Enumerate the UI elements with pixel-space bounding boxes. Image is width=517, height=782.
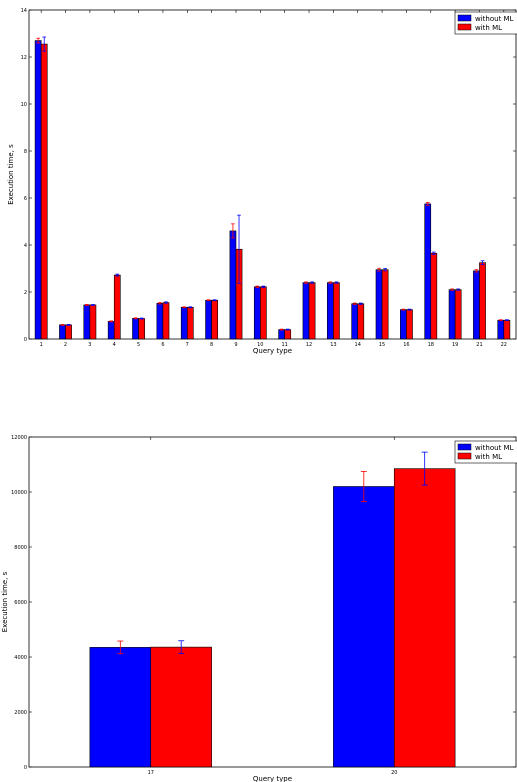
bar-with-ml-6 (162, 302, 170, 340)
bar-without-ml-11 (278, 329, 285, 340)
bar-without-ml-8 (205, 299, 212, 340)
y-tick-label: 6000 (14, 600, 27, 606)
bar-with-ml-11 (284, 329, 292, 340)
x-tick-label: 11 (281, 342, 287, 348)
bar-without-ml-21 (473, 270, 480, 340)
bar-without-ml-6 (156, 302, 164, 340)
x-tick-label: 8 (210, 342, 213, 348)
x-tick-label: 17 (148, 770, 154, 776)
x-tick-label: 2 (64, 342, 67, 348)
legend-swatch-with-ml (457, 452, 472, 460)
bar-without-ml-10 (253, 286, 261, 340)
bar-with-ml-22 (503, 319, 511, 340)
bar-without-ml-5 (132, 318, 139, 340)
bar-without-ml-15 (375, 269, 383, 340)
x-tick-label: 13 (330, 342, 336, 348)
bar-with-ml-10 (260, 286, 267, 340)
legend-swatch-without-ml (457, 14, 472, 22)
bar-without-ml-3 (83, 304, 91, 340)
y-tick-label: 10 (21, 102, 27, 108)
legend-label-with-ml: with ML (475, 24, 502, 32)
bar-with-ml-2 (65, 324, 72, 340)
y-tick-label: 0 (24, 765, 27, 771)
x-tick-label: 14 (355, 342, 361, 348)
bar-without-ml-7 (180, 306, 188, 340)
bar-without-ml-18 (424, 203, 432, 340)
bar-without-ml-19 (448, 289, 456, 340)
bar-with-ml-17 (150, 646, 212, 768)
bar-with-ml-8 (211, 299, 219, 340)
y-tick-label: 2000 (14, 710, 27, 716)
bar-without-ml-17 (89, 647, 152, 768)
y-tick-label: 10000 (11, 490, 27, 496)
bar-with-ml-20 (393, 468, 456, 768)
bar-with-ml-21 (479, 262, 486, 340)
bar-without-ml-13 (326, 282, 334, 340)
y-tick-label: 8000 (14, 545, 27, 551)
y-tick-label: 12000 (11, 435, 27, 441)
bar-with-ml-4 (113, 274, 121, 340)
x-tick-label: 12 (306, 342, 312, 348)
x-axis-label: Query type (253, 775, 292, 782)
x-tick-label: 1 (40, 342, 43, 348)
y-axis-label: Execution time, s (7, 144, 15, 205)
y-axis-label: Execution time, s (1, 571, 9, 632)
bar-with-ml-7 (186, 306, 194, 340)
bar-with-ml-14 (357, 303, 365, 340)
bar-without-ml-20 (333, 486, 395, 768)
bar-with-ml-12 (308, 282, 316, 340)
bar-without-ml-1 (34, 40, 42, 340)
x-tick-label: 15 (379, 342, 385, 348)
y-tick-label: 4 (24, 243, 27, 249)
bar-with-ml-16 (406, 309, 413, 340)
bar-without-ml-14 (351, 303, 359, 340)
bar-without-ml-16 (400, 309, 407, 340)
x-tick-label: 21 (476, 342, 482, 348)
legend-swatch-without-ml (457, 443, 472, 451)
x-tick-label: 19 (452, 342, 458, 348)
bar-with-ml-13 (333, 282, 340, 340)
y-tick-label: 8 (24, 149, 27, 155)
y-tick-label: 0 (24, 337, 27, 343)
x-tick-label: 20 (391, 770, 397, 776)
x-tick-label: 22 (501, 342, 507, 348)
legend-swatch-with-ml (457, 23, 472, 31)
y-tick-label: 12 (21, 55, 27, 61)
y-tick-label: 2 (24, 290, 27, 296)
bar-without-ml-2 (59, 324, 66, 340)
legend-label-with-ml: with ML (475, 453, 502, 461)
bar-with-ml-18 (430, 252, 438, 340)
bar-with-ml-19 (454, 289, 462, 340)
x-tick-label: 9 (234, 342, 237, 348)
x-tick-label: 16 (403, 342, 409, 348)
x-axis-label: Query type (253, 347, 292, 355)
x-tick-label: 5 (137, 342, 140, 348)
y-tick-label: 6 (24, 196, 27, 202)
legend-label-without-ml: without ML (475, 444, 514, 452)
bar-without-ml-4 (107, 321, 115, 340)
x-tick-label: 7 (186, 342, 189, 348)
y-tick-label: 14 (21, 8, 27, 14)
bar-with-ml-15 (381, 269, 389, 340)
x-tick-label: 3 (88, 342, 91, 348)
plot-frame (28, 9, 517, 340)
chart-bottom: 0 2000 4000 6000 8000 10000 12000 17 20 Query typ… (1, 435, 517, 782)
bar-without-ml-12 (302, 282, 310, 340)
x-tick-label: 4 (113, 342, 116, 348)
x-tick-label: 18 (428, 342, 434, 348)
bar-with-ml-5 (138, 318, 145, 340)
bar-with-ml-3 (89, 304, 97, 340)
bar-without-ml-22 (497, 319, 505, 340)
x-tick-label: 6 (161, 342, 164, 348)
legend-label-without-ml: without ML (475, 15, 514, 23)
x-tick-label: 10 (257, 342, 263, 348)
y-tick-label: 4000 (14, 655, 27, 661)
bar-without-ml-9 (229, 230, 237, 340)
bar-with-ml-1 (40, 43, 48, 340)
